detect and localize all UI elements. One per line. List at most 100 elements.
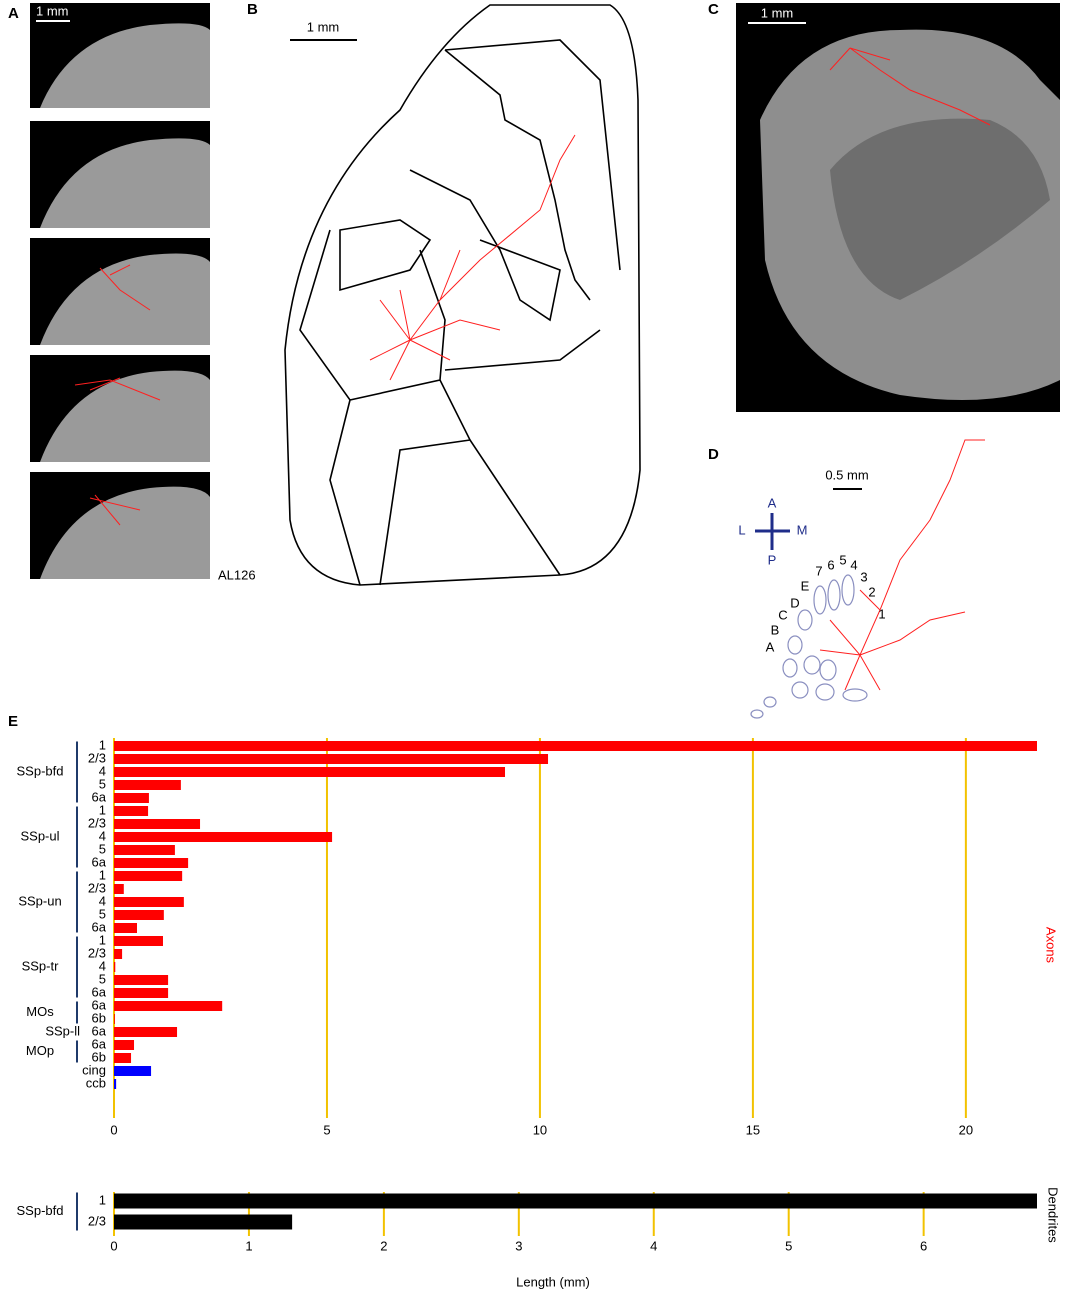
barrel xyxy=(813,585,827,615)
barrel-label: 4 xyxy=(850,557,857,572)
bar xyxy=(114,845,175,855)
y-tick-label: 1 xyxy=(99,932,106,947)
panel-label: A xyxy=(8,5,19,22)
bar xyxy=(114,988,169,998)
scale-label: 1 mm xyxy=(761,5,794,20)
bar xyxy=(114,1014,115,1024)
compass-label: A xyxy=(768,495,777,510)
scale-label: 1 mm xyxy=(36,3,69,18)
group-label: MOs xyxy=(26,1004,54,1019)
group-label: SSp-bfd xyxy=(17,1203,64,1218)
group-label: SSp-ul xyxy=(20,828,59,843)
bar xyxy=(114,832,333,842)
area-borders xyxy=(299,39,621,586)
y-tick-label: 2/3 xyxy=(88,750,106,765)
x-tick-label: 20 xyxy=(959,1122,973,1137)
y-tick-label: 6a xyxy=(92,919,107,934)
y-tick-label: 5 xyxy=(99,841,106,856)
barrel xyxy=(841,574,855,606)
y-tick-label: 2/3 xyxy=(88,1213,106,1228)
panel-d: D 0.5 mm A L M P 7 6 5 4 3 2 1 xyxy=(708,439,985,719)
x-axis-label: Length (mm) xyxy=(516,1274,590,1289)
panel-label: D xyxy=(708,446,719,463)
y-tick-label: 6a xyxy=(92,789,107,804)
compass-label: M xyxy=(797,522,808,537)
series-label: Axons xyxy=(1044,927,1059,964)
bar xyxy=(114,780,181,790)
y-tick-label: 6b xyxy=(92,1049,106,1064)
barrel xyxy=(791,681,809,699)
barrel xyxy=(782,658,798,678)
brain xyxy=(40,370,210,462)
neuron xyxy=(829,47,991,126)
y-tick-label: 4 xyxy=(99,763,106,778)
barrel xyxy=(819,659,837,681)
bar xyxy=(114,767,506,777)
barrel-label: 6 xyxy=(827,557,834,572)
y-tick-label: 1 xyxy=(99,737,106,752)
y-tick-label: cing xyxy=(82,1062,106,1077)
barrel-label: 1 xyxy=(878,606,885,621)
bar xyxy=(114,910,164,920)
group-label: SSp-bfd xyxy=(17,763,64,778)
y-tick-label: ccb xyxy=(86,1075,106,1090)
compass-label: L xyxy=(738,522,745,537)
neuron xyxy=(369,134,576,381)
y-tick-label: 2/3 xyxy=(88,945,106,960)
barrel xyxy=(827,579,841,611)
bar xyxy=(114,975,169,985)
bar xyxy=(114,806,149,816)
y-tick-label: 6a xyxy=(92,854,107,869)
bar xyxy=(114,1079,117,1089)
y-tick-label: 6b xyxy=(92,1010,106,1025)
x-tick-label: 15 xyxy=(746,1122,760,1137)
y-tick-label: 6a xyxy=(92,997,107,1012)
group-label: SSp-tr xyxy=(22,958,60,973)
brain-structure xyxy=(830,118,1050,300)
cortex-outline xyxy=(284,4,641,586)
barrel xyxy=(803,655,821,675)
panel-label: C xyxy=(708,1,719,18)
y-tick-label: 2/3 xyxy=(88,880,106,895)
y-tick-label: 4 xyxy=(99,893,106,908)
y-tick-label: 5 xyxy=(99,776,106,791)
barrel xyxy=(787,635,803,655)
y-tick-label: 2/3 xyxy=(88,815,106,830)
axon xyxy=(89,494,141,526)
scale-label: 0.5 mm xyxy=(825,467,868,482)
y-tick-label: 5 xyxy=(99,906,106,921)
y-tick-label: 1 xyxy=(99,802,106,817)
bar xyxy=(114,1027,178,1037)
y-tick-label: 6a xyxy=(92,984,107,999)
brain xyxy=(40,138,210,228)
x-tick-label: 2 xyxy=(380,1238,387,1253)
barrels xyxy=(750,574,868,719)
axon xyxy=(74,377,161,401)
barrel xyxy=(763,696,777,708)
x-tick-label: 0 xyxy=(110,1238,117,1253)
y-tick-label: 4 xyxy=(99,828,106,843)
barrel-label: 2 xyxy=(868,584,875,599)
bar xyxy=(114,923,138,933)
barrel-label: 7 xyxy=(815,563,822,578)
panel-b: B 1 mm xyxy=(247,1,641,586)
group-label: SSp-un xyxy=(18,893,61,908)
y-tick-label: 6a xyxy=(92,1023,107,1038)
bar xyxy=(114,1214,293,1230)
group-label: SSp-ll xyxy=(45,1023,80,1038)
bar xyxy=(114,754,549,764)
x-tick-label: 10 xyxy=(533,1122,547,1137)
bar xyxy=(114,858,189,868)
barrel-label: A xyxy=(766,639,775,654)
x-tick-label: 3 xyxy=(515,1238,522,1253)
neuron xyxy=(819,439,985,691)
y-tick-label: 1 xyxy=(99,1192,106,1207)
barrel xyxy=(842,688,868,702)
x-tick-label: 1 xyxy=(245,1238,252,1253)
axon xyxy=(99,264,151,311)
barrel xyxy=(815,683,835,701)
bar xyxy=(114,741,1037,751)
bar xyxy=(114,1066,152,1076)
bar xyxy=(114,871,183,881)
brain xyxy=(40,486,210,579)
